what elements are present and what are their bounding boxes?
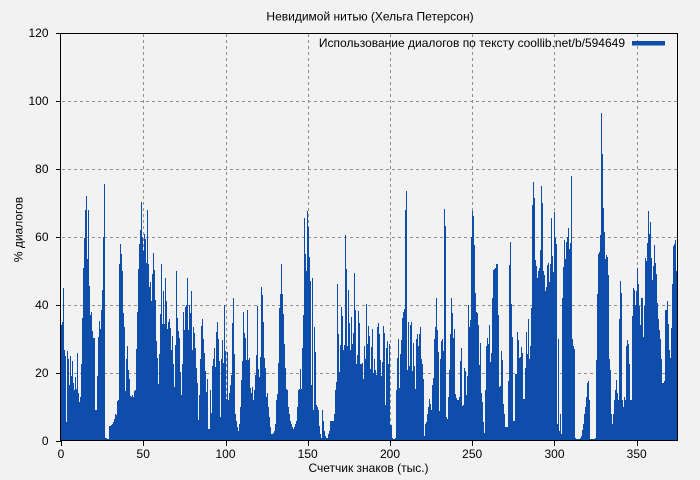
svg-text:150: 150 bbox=[298, 447, 318, 461]
svg-text:100: 100 bbox=[28, 94, 48, 108]
svg-text:50: 50 bbox=[137, 447, 151, 461]
svg-text:350: 350 bbox=[627, 447, 647, 461]
svg-text:40: 40 bbox=[35, 298, 49, 312]
svg-text:Невидимой нитью (Хельга Петерс: Невидимой нитью (Хельга Петерсон) bbox=[266, 10, 473, 24]
svg-text:250: 250 bbox=[462, 447, 482, 461]
svg-text:300: 300 bbox=[544, 447, 564, 461]
svg-text:120: 120 bbox=[28, 26, 48, 40]
svg-text:20: 20 bbox=[35, 366, 49, 380]
svg-text:0: 0 bbox=[58, 447, 65, 461]
svg-text:% диалогов: % диалогов bbox=[12, 197, 26, 262]
svg-text:80: 80 bbox=[35, 162, 49, 176]
svg-text:100: 100 bbox=[215, 447, 235, 461]
svg-text:Счетчик знаков (тыс.): Счетчик знаков (тыс.) bbox=[308, 461, 428, 475]
svg-text:0: 0 bbox=[42, 434, 49, 448]
svg-text:Использование диалогов по текс: Использование диалогов по тексту coollib… bbox=[319, 36, 625, 50]
svg-text:200: 200 bbox=[380, 447, 400, 461]
svg-text:60: 60 bbox=[35, 230, 49, 244]
